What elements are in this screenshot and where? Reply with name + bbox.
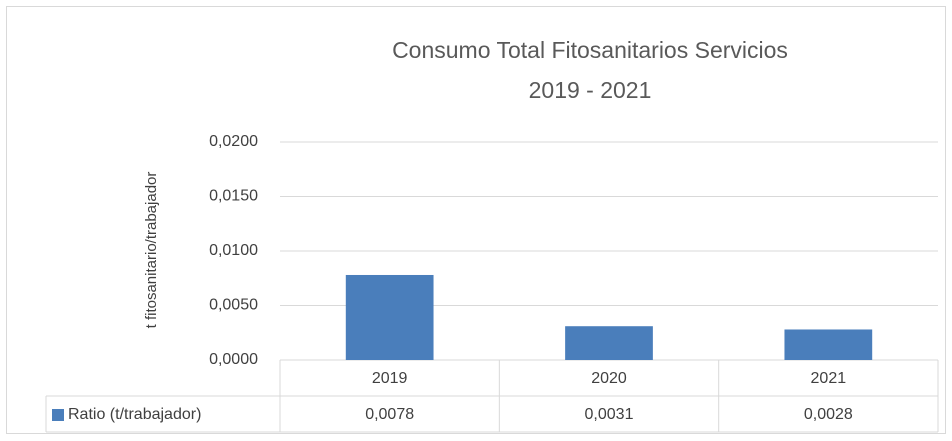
bar	[784, 329, 873, 360]
data-label: 0,0031	[585, 406, 634, 423]
legend-label: Ratio (t/trabajador)	[68, 406, 201, 423]
chart-title: 2019 - 2021	[529, 77, 652, 103]
bar	[565, 326, 653, 360]
data-label: 0,0078	[365, 406, 414, 423]
legend-key	[52, 409, 64, 421]
y-tick-label: 0,0050	[209, 297, 258, 314]
x-tick-label: 2019	[372, 370, 408, 387]
y-axis-label: t fitosanitario/trabajador	[143, 172, 160, 329]
y-tick-label: 0,0000	[209, 351, 258, 368]
y-tick-label: 0,0150	[209, 188, 258, 205]
chart-border	[6, 6, 946, 434]
bar	[345, 274, 434, 360]
x-tick-label: 2021	[811, 370, 847, 387]
x-tick-label: 2020	[591, 370, 627, 387]
data-label: 0,0028	[804, 406, 853, 423]
chart-title: Consumo Total Fitosanitarios Servicios	[392, 37, 788, 63]
y-tick-label: 0,0100	[209, 242, 258, 259]
y-tick-label: 0,0200	[209, 133, 258, 150]
